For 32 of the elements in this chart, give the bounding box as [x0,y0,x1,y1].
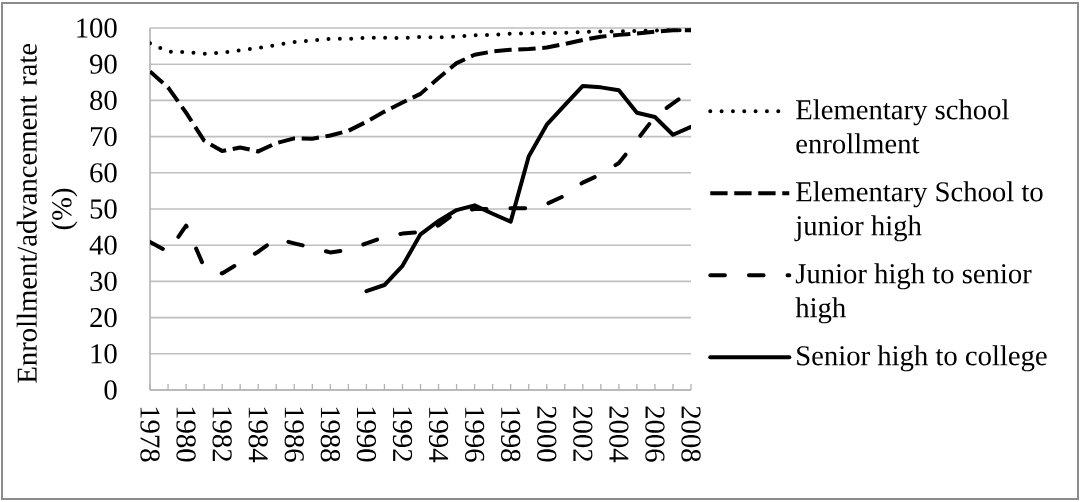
x-tick-label: 2002 [573,406,593,462]
x-tick-label: 1980 [176,407,196,462]
y-tick-label: 100 [77,18,117,38]
y-tick-label: 10 [91,344,117,364]
x-tick-label: 1984 [248,407,268,463]
x-tick-label: 1978 [140,407,160,462]
y-tick-label: 0 [104,380,117,400]
x-tick-label: 1982 [212,407,232,462]
y-tick-label: 80 [90,90,117,111]
x-tick-label: 1996 [464,407,485,462]
x-tick-label: 1992 [392,407,413,462]
y-tick-label: 60 [90,163,117,183]
y-tick-label: 50 [90,199,117,219]
legend-label: Elementary school enrollment [796,99,1009,154]
legend-label: Senior high to college [797,345,1047,372]
y-tick-label: 90 [90,54,117,74]
y-tick-label: 40 [89,235,117,255]
y-axis-title: Enrollment/advancement rate (%) [16,43,78,383]
x-tick-label: 2006 [645,406,665,462]
legend-label: Elementary School to junior high [794,181,1043,242]
x-tick-label: 2000 [537,406,557,462]
legend-label: Junior high to senior high [795,263,1032,324]
x-tick-label: 1986 [284,407,304,462]
y-tick-label: 20 [90,307,117,328]
x-tick-label: 1994 [428,407,449,463]
x-tick-label: 1990 [356,407,377,462]
x-tick-label: 1988 [320,407,341,462]
y-tick-label: 70 [90,126,117,147]
x-tick-label: 2008 [681,406,701,462]
y-tick-label: 30 [90,271,117,292]
x-tick-label: 1998 [501,407,521,462]
x-tick-label: 2004 [609,406,629,463]
